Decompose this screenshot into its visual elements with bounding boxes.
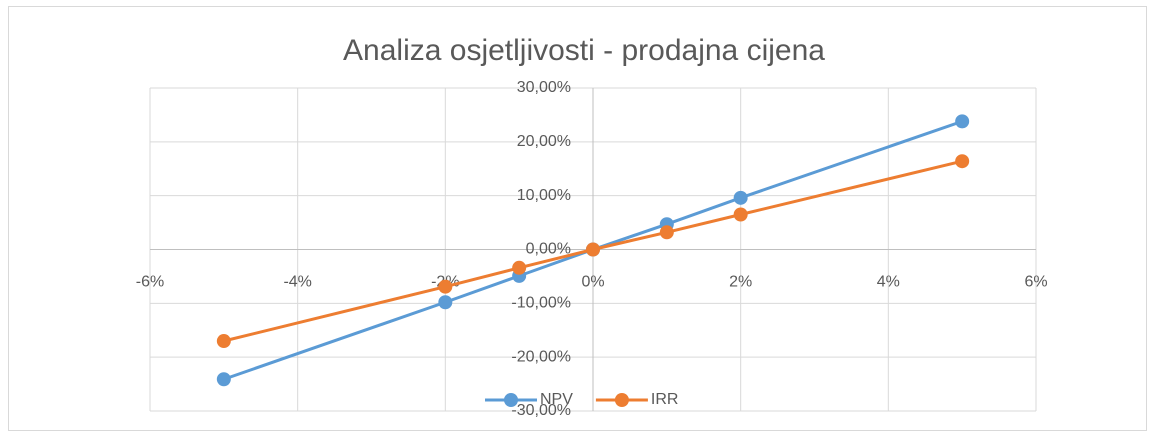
point bbox=[659, 225, 674, 240]
x-tick-label: -6% bbox=[136, 274, 164, 291]
legend-marker bbox=[614, 393, 629, 407]
chart-title: Analiza osjetljivosti - prodajna cijena bbox=[343, 34, 825, 67]
y-tick-label: 30,00% bbox=[517, 79, 571, 96]
y-tick-label: 20,00% bbox=[517, 133, 571, 150]
legend-item: NPV bbox=[485, 391, 573, 408]
point bbox=[216, 372, 231, 387]
y-tick-label: 0,00% bbox=[526, 241, 571, 258]
point bbox=[512, 260, 527, 275]
y-tick-label: -10,00% bbox=[511, 295, 571, 312]
point bbox=[586, 242, 600, 257]
legend-label: IRR bbox=[651, 391, 679, 408]
legend-label: NPV bbox=[540, 391, 573, 408]
x-tick-label: 0% bbox=[581, 274, 604, 291]
y-tick-label: -30,00% bbox=[511, 402, 571, 419]
point bbox=[438, 279, 453, 294]
point bbox=[733, 207, 748, 222]
y-tick-label: 10,00% bbox=[517, 187, 571, 204]
point bbox=[955, 114, 970, 129]
x-tick-label: 4% bbox=[877, 274, 900, 291]
x-tick-label: -4% bbox=[283, 274, 311, 291]
legend-item: IRR bbox=[595, 391, 679, 408]
x-tick-label: 2% bbox=[729, 274, 752, 291]
x-tick-label: 6% bbox=[1024, 274, 1047, 291]
point bbox=[955, 154, 970, 169]
point bbox=[733, 190, 748, 205]
legend-marker bbox=[504, 393, 518, 407]
chart-border bbox=[8, 6, 1147, 431]
point bbox=[438, 295, 453, 310]
point bbox=[216, 334, 231, 349]
y-tick-label: -20,00% bbox=[511, 348, 571, 365]
